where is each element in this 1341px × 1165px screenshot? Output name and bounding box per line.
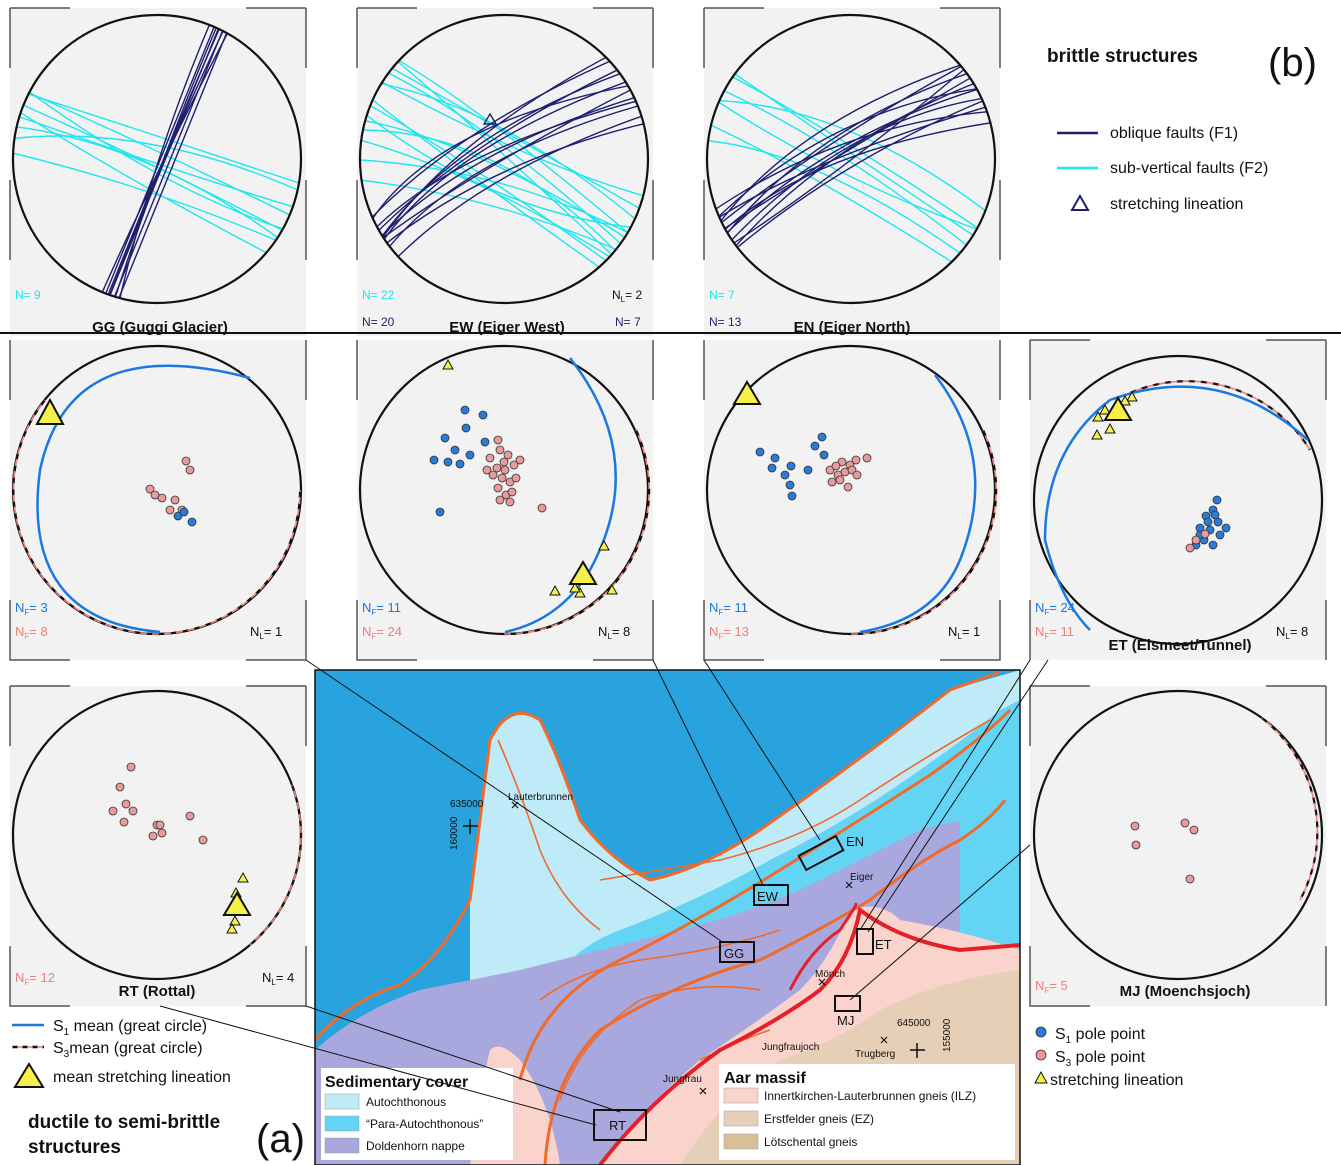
- box-rt: RT: [609, 1118, 626, 1133]
- ew-brittle-nl: NL= 2: [612, 288, 642, 304]
- place-lauterbrunnen: Lauterbrunnen: [508, 792, 573, 803]
- rt-ductile-title: RT (Rottal): [119, 983, 196, 1000]
- stereonet-rt-ductile: [11, 689, 303, 981]
- place-jungfrau: Jungfrau: [663, 1074, 702, 1085]
- ductile-legend-right: S1 pole point S3 pole point stretching l…: [1034, 1026, 1183, 1089]
- box-en: EN: [846, 834, 864, 849]
- place-trugberg: Trugberg: [855, 1049, 895, 1060]
- ductile-label: (a): [256, 1117, 305, 1161]
- coord-x2: 645000: [897, 1018, 931, 1029]
- et-ductile-nf3: NF= 11: [1035, 624, 1074, 641]
- aar-lotschental: Lötschental gneis: [764, 1135, 857, 1149]
- gg-ductile-nl: NL= 1: [250, 624, 282, 641]
- rt-ductile-nf3: NF= 12: [15, 970, 55, 987]
- ductile-title-1: ductile to semi-brittle: [28, 1112, 220, 1133]
- panel-backgrounds: [10, 8, 1326, 1006]
- legend-s1-pole: S1 pole point: [1055, 1026, 1146, 1046]
- aar-ez: Erstfelder gneis (EZ): [764, 1112, 874, 1126]
- box-mj: MJ: [837, 1013, 854, 1028]
- gg-brittle-n: N= 9: [15, 288, 41, 302]
- mj-ductile-title: MJ (Moenchsjoch): [1120, 983, 1251, 1000]
- legend-mean-stretching: mean stretching lineation: [53, 1069, 231, 1086]
- aar-title: Aar massif: [724, 1070, 806, 1087]
- ew-ductile-nf3: NF= 24: [362, 624, 402, 641]
- stereonet-en-ductile: [705, 344, 998, 636]
- en-brittle-title: EN (Eiger North): [794, 319, 911, 336]
- gg-ductile-nf1: NF= 3: [15, 600, 48, 617]
- en-ductile-nf1: NF= 11: [709, 600, 748, 617]
- stereonet-mj-ductile: [1032, 689, 1324, 981]
- box-gg: GG: [724, 946, 744, 961]
- s3-dot-icon: [1035, 1049, 1047, 1061]
- gg-brittle-title: GG (Guggi Glacier): [92, 319, 228, 336]
- en-brittle-n2: N= 7: [709, 288, 735, 302]
- brittle-label: (b): [1268, 41, 1317, 85]
- coord-x1: 635000: [450, 799, 484, 810]
- legend-subvertical-faults: sub-vertical faults (F2): [1110, 160, 1268, 177]
- en-ductile-nf3: NF= 13: [709, 624, 749, 641]
- triangle-small-icon: [1034, 1070, 1048, 1084]
- coord-y1: 160000: [449, 816, 460, 850]
- ew-ductile-nf1: NF= 11: [362, 600, 401, 617]
- legend-s3-pole: S3 pole point: [1055, 1049, 1146, 1069]
- legend-stretching-lineation: stretching lineation: [1110, 196, 1243, 213]
- ew-brittle-nlr: N= 7: [615, 315, 641, 329]
- sed-autochthonous: Autochthonous: [366, 1095, 446, 1109]
- legend-stretching-small: stretching lineation: [1050, 1072, 1183, 1089]
- et-ductile-title: ET (Eismeet/Tunnel): [1108, 637, 1251, 654]
- triangle-large-icon: [13, 1062, 45, 1088]
- ew-brittle-n1: N= 20: [362, 315, 395, 329]
- stereonet-en-brittle: [705, 13, 997, 305]
- panel-corner-marks: [9, 7, 1327, 1007]
- stereonet-gg-brittle: [11, 13, 303, 305]
- gg-ductile-nf3: NF= 8: [15, 624, 48, 641]
- legend-oblique-faults: oblique faults (F1): [1110, 125, 1238, 142]
- en-brittle-n1: N= 13: [709, 315, 742, 329]
- triangle-outline-icon: [1070, 193, 1090, 211]
- ductile-legend-left: S1 mean (great circle) S3mean (great cir…: [12, 1018, 231, 1088]
- et-ductile-nf1: NF= 24: [1035, 600, 1075, 617]
- rt-ductile-nl: NL= 4: [262, 970, 294, 987]
- coord-y2: 155000: [942, 1018, 953, 1052]
- geological-map: 635000 160000 645000 155000 Lauterbrunne…: [314, 669, 1021, 1165]
- ew-brittle-n2: N= 22: [362, 288, 395, 302]
- s1-dot-icon: [1035, 1026, 1047, 1038]
- place-jungfraujoch: Jungfraujoch: [762, 1042, 819, 1053]
- sed-title: Sedimentary cover: [325, 1074, 468, 1091]
- aar-ilz: Innertkirchen-Lauterbrunnen gneis (ILZ): [764, 1089, 976, 1103]
- leader-lines: [159, 659, 1049, 1126]
- et-ductile-nl: NL= 8: [1276, 624, 1308, 641]
- box-et: ET: [875, 937, 892, 952]
- legend-s1-mean: S1 mean (great circle): [53, 1018, 207, 1038]
- stereonet-ew-ductile: [358, 344, 651, 636]
- ductile-title-2: structures: [28, 1137, 121, 1158]
- ew-brittle-title: EW (Eiger West): [449, 319, 565, 336]
- stereonet-gg-ductile: [11, 344, 303, 636]
- place-eiger: Eiger: [850, 872, 874, 883]
- ew-ductile-nl: NL= 8: [598, 624, 630, 641]
- sed-doldenhorn: Doldenhorn nappe: [366, 1139, 465, 1153]
- sed-para: “Para-Autochthonous”: [366, 1117, 483, 1131]
- mj-ductile-nf3: NF= 5: [1035, 978, 1068, 995]
- legend-s3-mean: S3mean (great circle): [53, 1040, 203, 1060]
- stereonet-et-ductile: [1032, 354, 1324, 646]
- brittle-title: brittle structures: [1047, 46, 1198, 67]
- en-ductile-nl: NL= 1: [948, 624, 980, 641]
- brittle-legend: oblique faults (F1) sub-vertical faults …: [1057, 125, 1268, 213]
- box-ew: EW: [757, 889, 779, 904]
- place-monch: Mönch: [815, 969, 845, 980]
